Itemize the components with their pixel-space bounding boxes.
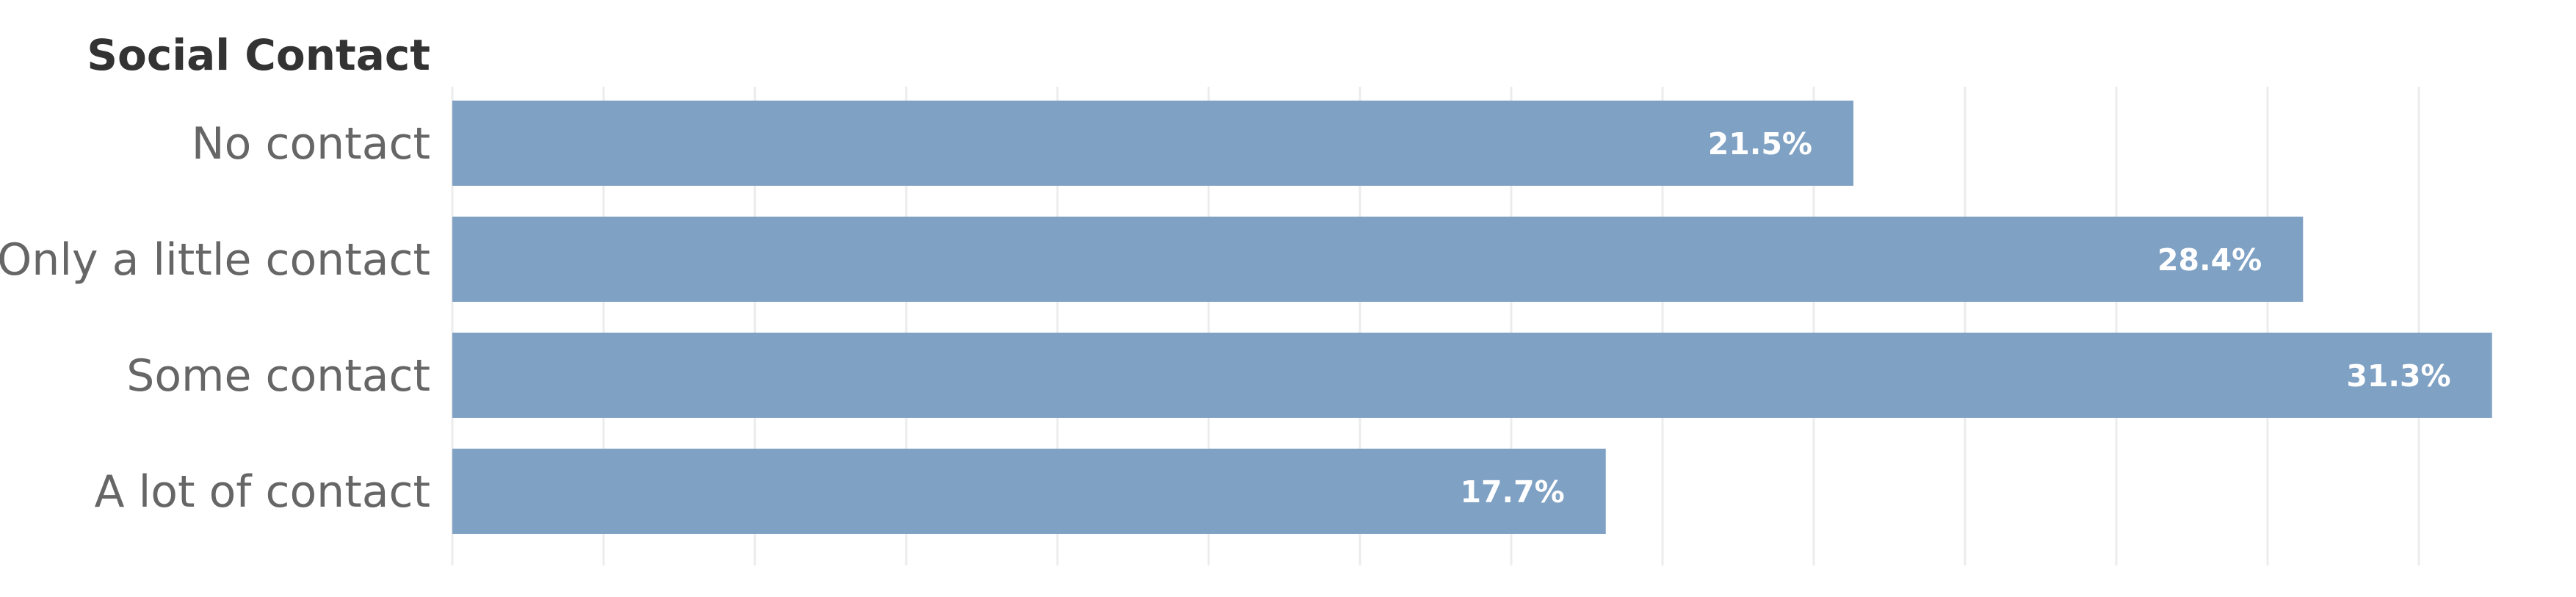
bar bbox=[452, 449, 1606, 534]
category-labels: No contact Only a little contact Some cont… bbox=[0, 118, 430, 518]
bar bbox=[452, 333, 2492, 418]
bar-value-label: 17.7% bbox=[1460, 474, 1564, 510]
category-label: Some contact bbox=[126, 350, 430, 402]
bars: 21.5% 28.4% 31.3% 17.7% bbox=[452, 101, 2492, 534]
bar-value-label: 21.5% bbox=[1708, 126, 1812, 162]
bar bbox=[452, 217, 2304, 302]
bar-value-label: 28.4% bbox=[2157, 242, 2262, 278]
category-label: No contact bbox=[192, 118, 430, 170]
bar bbox=[452, 101, 1853, 186]
category-label: Only a little contact bbox=[0, 234, 430, 286]
row-header-title: Social Contact bbox=[87, 30, 430, 80]
category-label: A lot of contact bbox=[94, 466, 430, 518]
bar-value-label: 31.3% bbox=[2346, 358, 2450, 394]
